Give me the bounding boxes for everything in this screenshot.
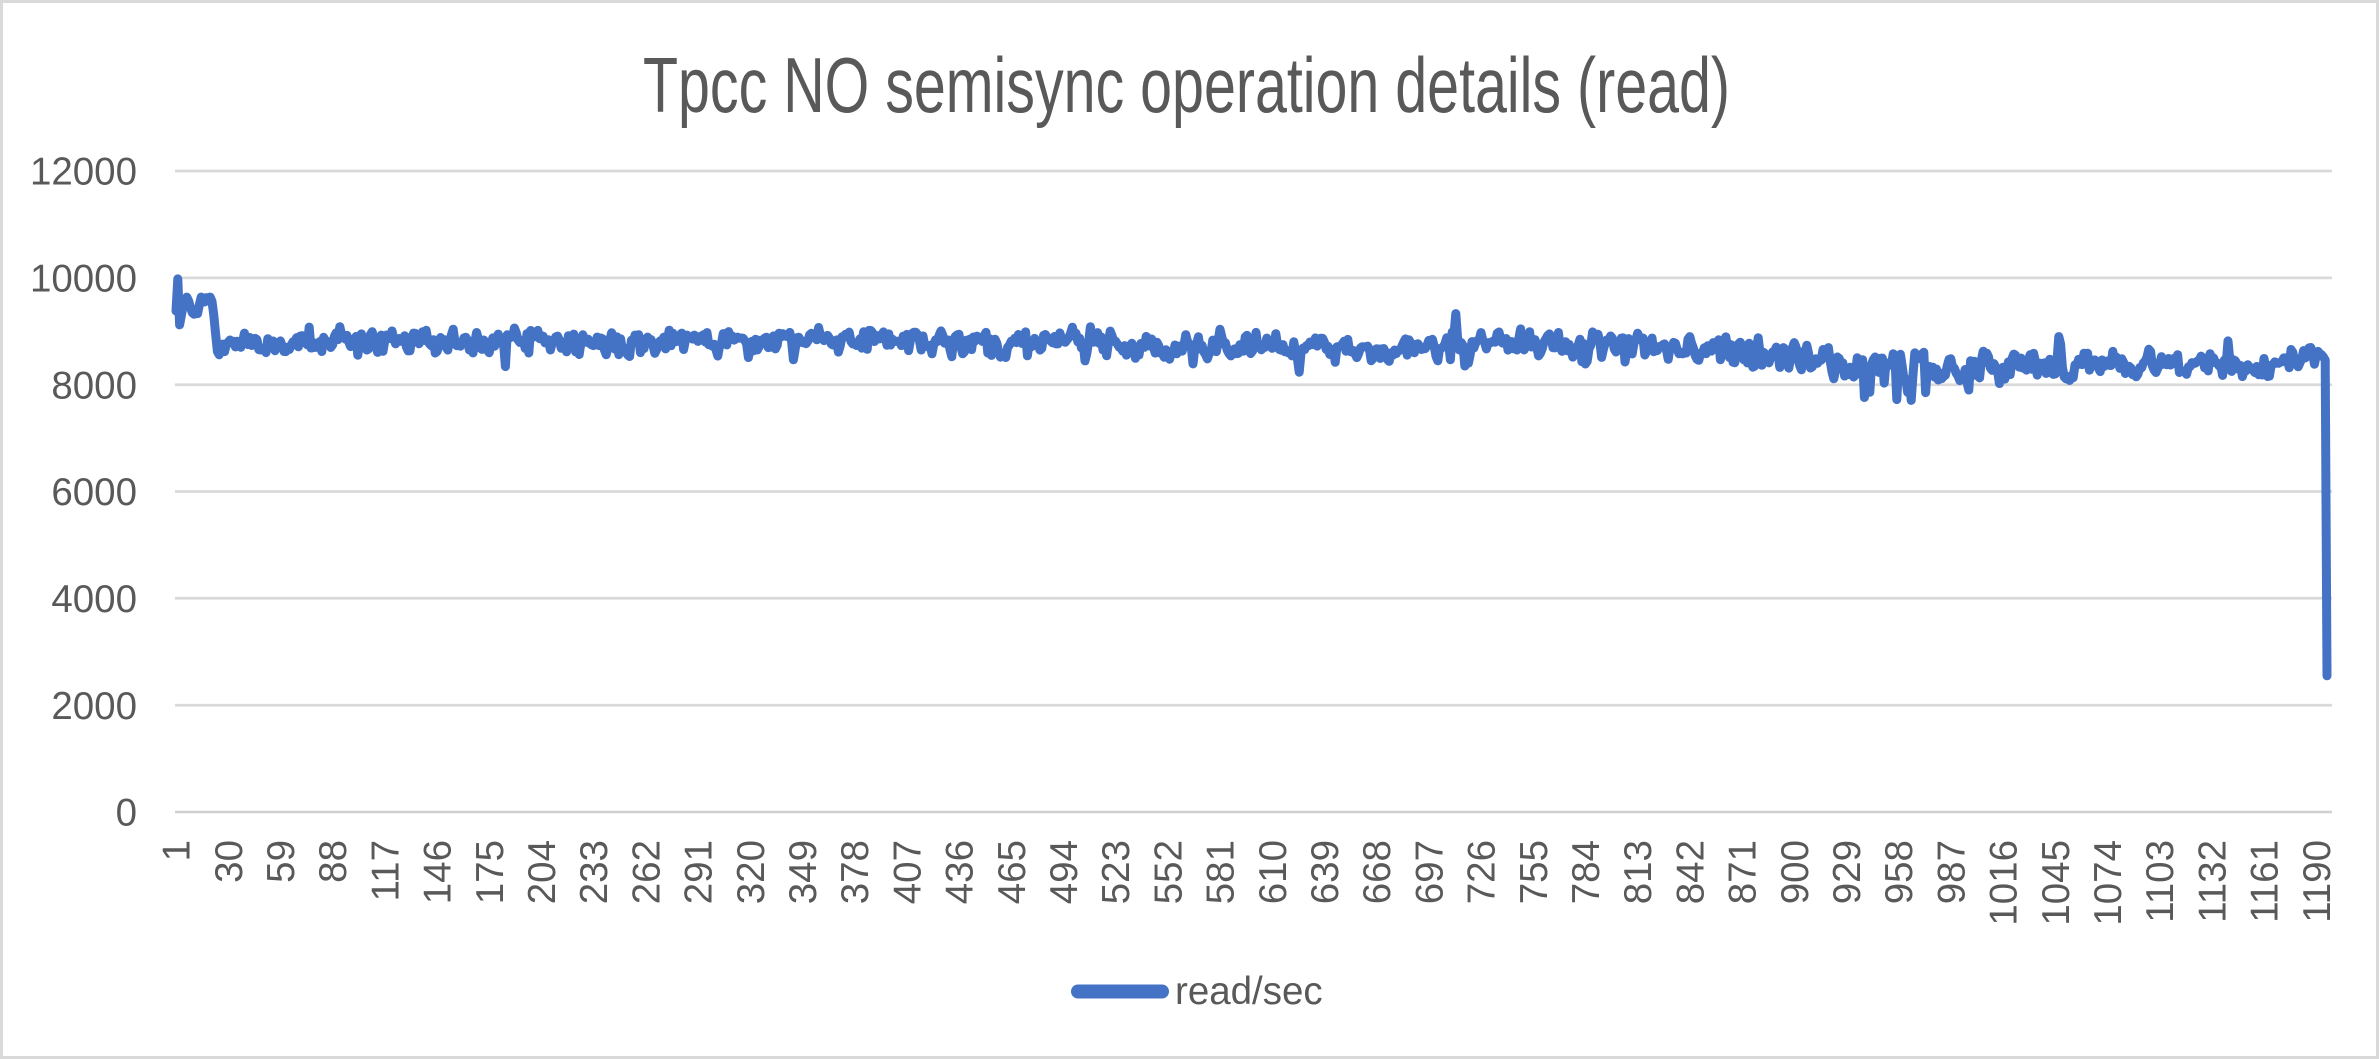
svg-text:958: 958 (1878, 840, 1921, 904)
svg-text:610: 610 (1252, 840, 1295, 904)
svg-text:581: 581 (1200, 840, 1243, 904)
svg-text:1190: 1190 (2296, 840, 2339, 923)
svg-text:552: 552 (1147, 840, 1190, 904)
svg-text:668: 668 (1356, 840, 1399, 904)
svg-text:1132: 1132 (2191, 840, 2234, 923)
svg-text:59: 59 (260, 840, 303, 883)
svg-text:378: 378 (834, 840, 877, 904)
svg-text:1016: 1016 (1983, 840, 2026, 926)
svg-text:842: 842 (1669, 840, 1712, 904)
svg-text:494: 494 (1043, 840, 1086, 904)
svg-text:784: 784 (1565, 840, 1608, 904)
svg-text:1103: 1103 (2139, 840, 2182, 923)
svg-text:6000: 6000 (51, 471, 137, 514)
svg-text:1161: 1161 (2244, 840, 2287, 923)
svg-text:349: 349 (782, 840, 825, 904)
svg-text:1: 1 (156, 840, 199, 861)
svg-text:929: 929 (1826, 840, 1869, 904)
svg-text:30: 30 (208, 840, 251, 883)
svg-text:0: 0 (116, 792, 137, 835)
svg-text:12000: 12000 (30, 151, 137, 194)
svg-text:291: 291 (678, 840, 721, 904)
svg-text:987: 987 (1930, 840, 1973, 904)
svg-text:697: 697 (1408, 840, 1451, 904)
svg-text:1045: 1045 (2035, 840, 2078, 926)
svg-text:88: 88 (312, 840, 355, 883)
svg-text:262: 262 (625, 840, 668, 904)
svg-text:Tpcc NO semisync operation det: Tpcc NO semisync operation details (read… (643, 41, 1730, 129)
svg-text:233: 233 (573, 840, 616, 904)
svg-text:639: 639 (1304, 840, 1347, 904)
svg-text:436: 436 (939, 840, 982, 904)
svg-text:523: 523 (1095, 840, 1138, 904)
svg-text:900: 900 (1774, 840, 1817, 904)
svg-text:726: 726 (1461, 840, 1504, 904)
svg-text:204: 204 (521, 840, 564, 904)
svg-text:813: 813 (1617, 840, 1660, 904)
svg-text:407: 407 (886, 840, 929, 904)
svg-text:1074: 1074 (2087, 840, 2130, 926)
svg-text:2000: 2000 (51, 685, 137, 728)
svg-text:10000: 10000 (30, 258, 137, 301)
svg-text:465: 465 (991, 840, 1034, 904)
svg-text:755: 755 (1513, 840, 1556, 904)
svg-text:read/sec: read/sec (1175, 970, 1323, 1013)
svg-text:871: 871 (1722, 840, 1765, 904)
svg-text:320: 320 (730, 840, 773, 904)
svg-text:146: 146 (417, 840, 460, 904)
svg-text:117: 117 (364, 840, 407, 901)
svg-text:175: 175 (469, 840, 512, 904)
svg-text:8000: 8000 (51, 364, 137, 407)
svg-text:4000: 4000 (51, 578, 137, 621)
